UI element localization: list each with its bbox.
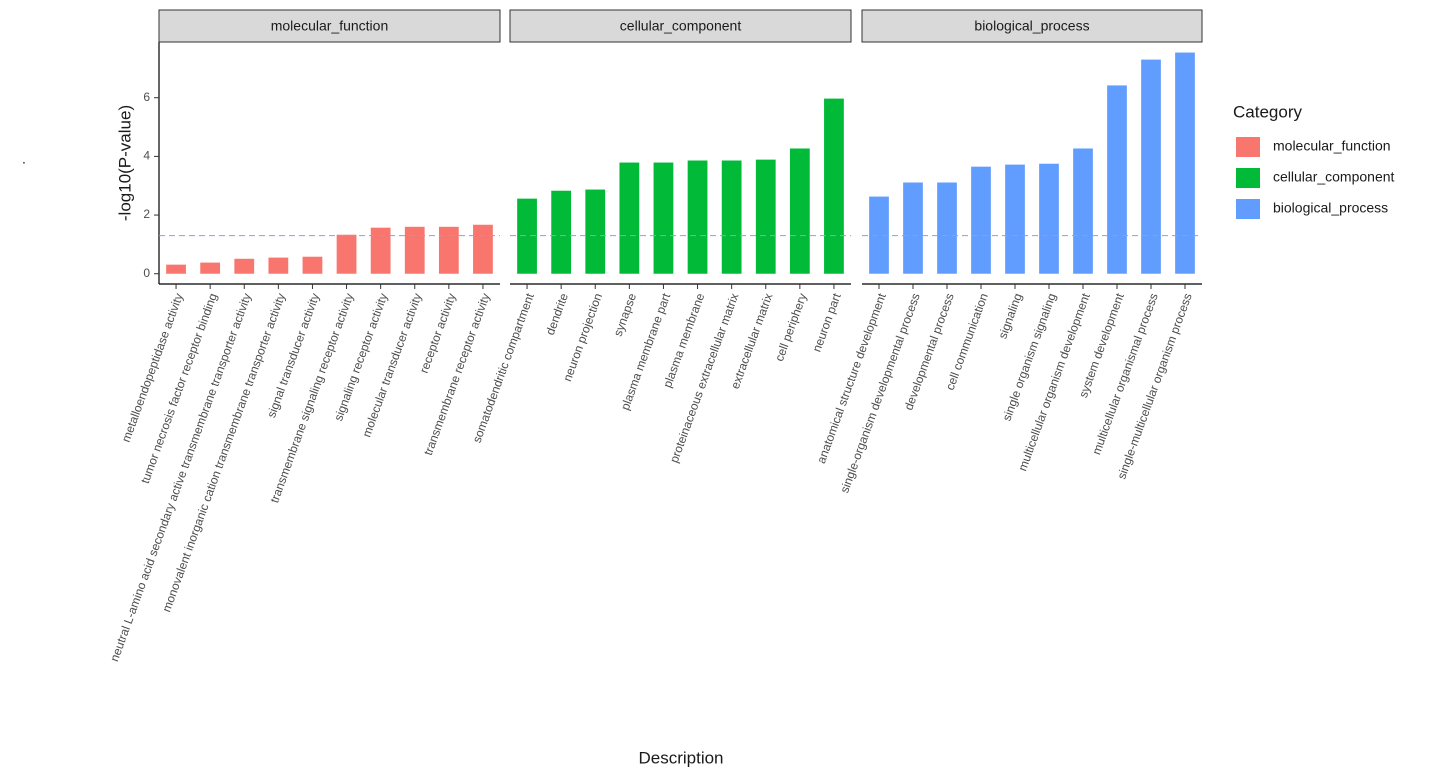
bar xyxy=(1073,148,1093,274)
y-tick-label: 4 xyxy=(143,149,150,163)
facet-strip xyxy=(158,9,501,43)
bar xyxy=(971,166,991,274)
bar xyxy=(517,198,537,274)
bar xyxy=(903,182,923,274)
legend-title: Category xyxy=(1233,102,1302,121)
legend-key xyxy=(1236,168,1260,188)
x-tick-label: neuron part xyxy=(810,291,844,354)
bar xyxy=(166,264,186,274)
x-tick-label: cell periphery xyxy=(772,291,810,363)
facet-strip xyxy=(509,9,852,43)
x-tick-label: signaling xyxy=(995,291,1024,340)
bar xyxy=(234,258,255,274)
bar xyxy=(1141,59,1161,274)
bar xyxy=(336,234,357,274)
bar xyxy=(370,227,391,274)
bar xyxy=(473,224,493,274)
facet-label: molecular_function xyxy=(271,18,389,34)
x-axis-title: Description xyxy=(638,748,723,767)
bar xyxy=(687,160,708,274)
bar xyxy=(824,98,844,274)
facet-label: biological_process xyxy=(974,18,1089,34)
bar xyxy=(789,148,810,274)
legend-label: molecular_function xyxy=(1273,138,1391,154)
x-tick-label: dendrite xyxy=(543,291,571,337)
bar xyxy=(268,257,289,274)
x-tick-label: metalloendopeptidase activity xyxy=(119,291,186,444)
bar xyxy=(302,256,323,274)
legend-key xyxy=(1236,199,1260,219)
legend-label: biological_process xyxy=(1273,200,1388,216)
bar xyxy=(1039,163,1059,274)
bar xyxy=(1107,85,1127,274)
x-tick-label: receptor activity xyxy=(417,291,459,375)
bar xyxy=(937,182,957,274)
y-axis-title: -log10(P-value) xyxy=(115,105,134,221)
legend-label: cellular_component xyxy=(1273,169,1395,185)
bar xyxy=(404,226,425,274)
bar xyxy=(755,159,776,274)
x-tick-label: synapse xyxy=(611,291,640,338)
bar xyxy=(721,160,742,274)
bar xyxy=(438,226,459,274)
y-tick-label: 0 xyxy=(143,266,150,280)
bar xyxy=(585,189,606,274)
bar xyxy=(200,262,221,274)
bar xyxy=(1175,52,1195,274)
legend-key xyxy=(1236,137,1260,157)
facet-label: cellular_component xyxy=(620,18,742,34)
facet-strip xyxy=(861,9,1203,43)
y-tick-label: 6 xyxy=(143,90,150,104)
bar xyxy=(619,162,640,274)
bar xyxy=(653,162,674,274)
x-tick-label: multicellular organismal process xyxy=(1089,291,1161,456)
y-tick-label: 2 xyxy=(143,207,150,221)
tag: . xyxy=(22,151,26,167)
bar xyxy=(869,196,889,274)
x-tick-label: neutral L-amino acid secondary active tr… xyxy=(107,291,254,663)
bar xyxy=(1005,164,1025,274)
bar xyxy=(551,190,572,274)
